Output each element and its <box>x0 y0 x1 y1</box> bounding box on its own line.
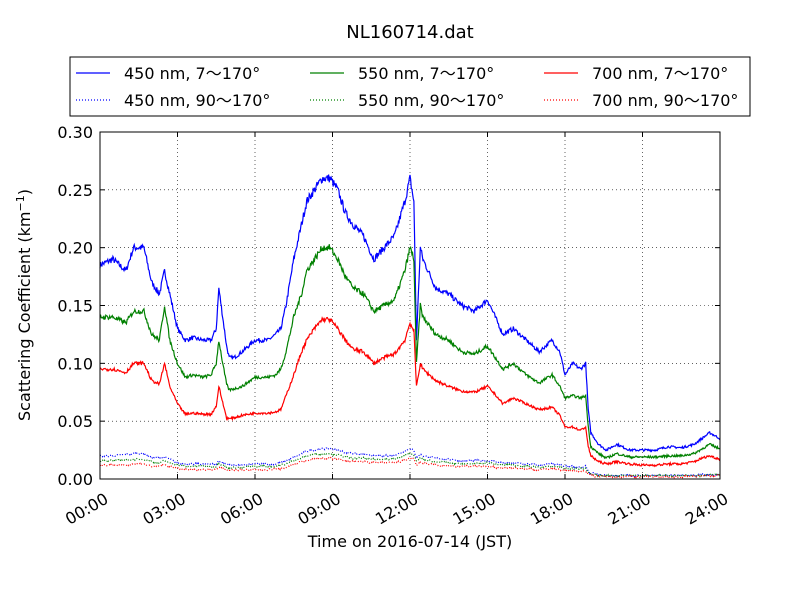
x-tick-label: 24:00 <box>682 489 731 529</box>
series-line <box>99 447 721 478</box>
x-axis-label: Time on 2016-07-14 (JST) <box>307 532 512 551</box>
series-line <box>99 174 721 453</box>
series-line <box>99 451 721 478</box>
series-line <box>99 456 721 479</box>
y-tick-label: 0.20 <box>57 239 93 258</box>
legend-label: 550 nm, 90～170° <box>358 91 504 110</box>
x-tick-label: 15:00 <box>449 489 498 529</box>
y-tick-label: 0.30 <box>57 123 93 142</box>
series-line <box>99 244 721 460</box>
axis-ticks: 0.00 0.05 0.10 0.15 0.20 0.25 0.30 00:00 03:00 06… <box>57 123 731 529</box>
legend-label: 550 nm, 7～170° <box>358 64 494 83</box>
y-tick-label: 0.00 <box>57 470 93 489</box>
legend-label: 700 nm, 90～170° <box>592 91 738 110</box>
y-tick-label: 0.05 <box>57 412 93 431</box>
chart-title: NL160714.dat <box>346 22 473 43</box>
y-tick-label: 0.25 <box>57 181 93 200</box>
x-tick-label: 09:00 <box>294 489 343 529</box>
y-axis-label-close: ) <box>15 189 34 195</box>
x-tick-label: 00:00 <box>62 489 111 529</box>
y-axis-label-superscript: −1 <box>14 195 27 211</box>
series-line <box>99 316 721 468</box>
legend-label: 450 nm, 7～170° <box>124 64 260 83</box>
x-tick-label: 21:00 <box>604 489 653 529</box>
y-axis-label-main: Scattering Coefficient (km <box>15 211 34 421</box>
legend-frame <box>69 56 751 117</box>
legend-label: 450 nm, 90～170° <box>124 91 270 110</box>
x-tick-label: 03:00 <box>139 489 188 529</box>
x-tick-label: 18:00 <box>527 489 576 529</box>
chart-legend: 450 nm, 7～170° 550 nm, 7～170° 700 nm, 7～17… <box>69 56 751 117</box>
legend-label: 700 nm, 7～170° <box>592 64 728 83</box>
x-tick-label: 06:00 <box>217 489 266 529</box>
y-tick-label: 0.15 <box>57 297 93 316</box>
grid-lines <box>99 131 721 480</box>
x-tick-label: 12:00 <box>372 489 421 529</box>
y-tick-label: 0.10 <box>57 354 93 373</box>
series-layer <box>99 174 721 479</box>
y-axis-label: Scattering Coefficient (km−1) <box>14 189 34 421</box>
